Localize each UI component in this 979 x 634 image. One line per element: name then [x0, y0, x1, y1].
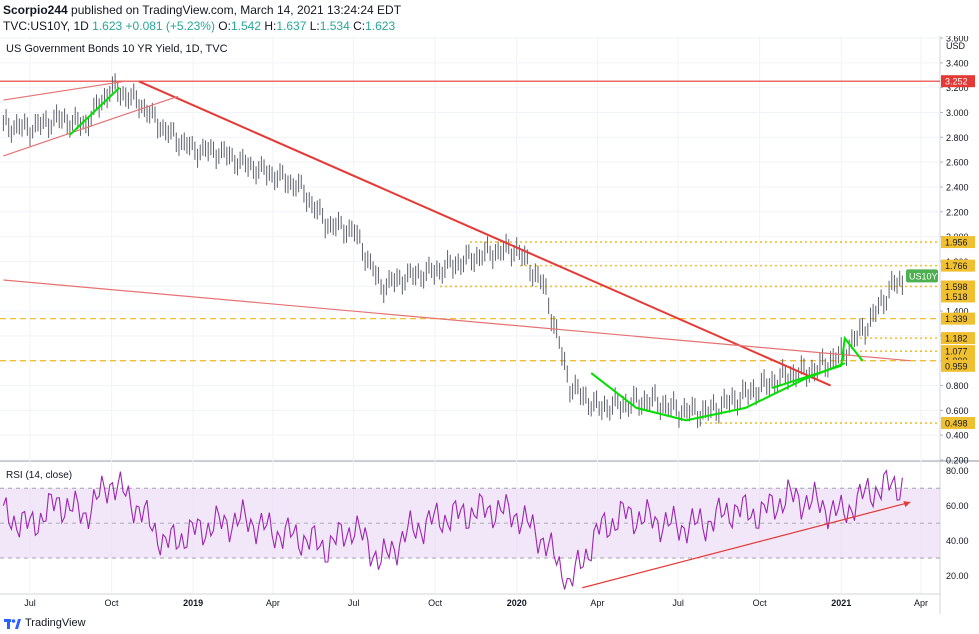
level-tag [941, 290, 975, 303]
x-tick-label: Jul [348, 598, 360, 608]
last-value: 1.623 [92, 19, 123, 33]
level-tag-label: 0.959 [945, 361, 968, 371]
y-tick-label: 2.400 [946, 182, 969, 192]
rsi-line [2, 469, 903, 590]
rsi-y-tick-label: 80.00 [946, 466, 969, 476]
published-text: published on TradingView.com, March 14, … [71, 3, 402, 17]
chart-title: US Government Bonds 10 YR Yield, 1D, TVC [6, 43, 228, 55]
last-price-tag [906, 269, 938, 283]
tradingview-brand[interactable]: TradingView [25, 617, 86, 629]
trend-line [3, 95, 179, 157]
open-value: 1.542 [230, 19, 261, 33]
tradingview-logo-icon[interactable] [4, 617, 22, 631]
y-tick-label: 0.400 [946, 431, 969, 441]
level-tag-label: 1.598 [945, 282, 968, 292]
trend-line [3, 279, 911, 362]
rsi-y-tick-label: 40.00 [946, 536, 969, 546]
rsi-trend-line [582, 501, 911, 589]
y-tick-label: 0.600 [946, 406, 969, 416]
x-tick-label: 2019 [183, 598, 203, 608]
y-tick-label: 0.200 [946, 456, 969, 466]
level-tag-label: 1.956 [945, 238, 968, 248]
publish-info: Scorpio244 published on TradingView.com,… [3, 3, 401, 17]
y-tick-label: 3.000 [946, 108, 969, 118]
trend-line [3, 80, 125, 101]
level-tag-label: 1.339 [945, 314, 968, 324]
rsi-trend-arrow [903, 501, 911, 508]
x-tick-label: Apr [590, 598, 604, 608]
level-tag [941, 236, 975, 249]
close-value: 1.623 [365, 19, 396, 33]
x-tick-label: Oct [105, 598, 120, 608]
close-label: C: [353, 19, 366, 33]
level-tag [941, 312, 975, 325]
x-tick-label: Apr [266, 598, 280, 608]
level-tag-label: 1.766 [945, 261, 968, 271]
level-tag [941, 75, 975, 88]
low-value: 1.534 [319, 19, 350, 33]
level-tag [941, 417, 975, 430]
last-price-tag-label: US10Y [909, 271, 938, 281]
green-pattern [69, 86, 121, 136]
x-tick-label: 2021 [831, 598, 851, 608]
rsi-y-tick-label: 60.00 [946, 501, 969, 511]
x-tick-label: Apr [914, 598, 928, 608]
x-tick-label: Oct [428, 598, 443, 608]
level-tag-label: 0.498 [945, 419, 968, 429]
y-tick-label: 3.600 [946, 36, 969, 44]
chart-canvas[interactable]: 3.600 3.400 3.200 3.000 2.800 2.600 2.400 2.200… [0, 36, 979, 614]
level-tag [941, 345, 975, 358]
y-tick-label: 3.400 [946, 58, 969, 68]
level-tag-label: 1.182 [945, 334, 968, 344]
y-tick-label: 1.400 [946, 307, 969, 317]
y-tick-label: 3.200 [946, 83, 969, 93]
chart-header: Scorpio244 published on TradingView.com,… [0, 0, 979, 36]
level-tag [941, 280, 975, 293]
y-tick-label: 2.800 [946, 133, 969, 143]
rsi-title: RSI (14, close) [6, 470, 72, 481]
green-pattern [590, 362, 846, 422]
y-tick-label: 0.800 [946, 381, 969, 391]
ohlc-legend: TVC:US10Y, 1D 1.623 +0.081 (+5.23%) O:1.… [3, 19, 395, 33]
level-tag [941, 359, 975, 372]
trend-line [138, 80, 831, 387]
x-tick-label: Oct [753, 598, 768, 608]
low-label: L: [309, 19, 320, 33]
rsi-y-tick-label: 20.00 [946, 571, 969, 581]
x-tick-label: Jul [672, 598, 684, 608]
open-label: O: [218, 19, 231, 33]
y-tick-label: 2.200 [946, 207, 969, 217]
change-value: +0.081 (+5.23%) [125, 19, 215, 33]
author-name[interactable]: Scorpio244 [3, 3, 68, 17]
y-tick-label: 2.600 [946, 158, 969, 168]
symbol-label[interactable]: TVC:US10Y, 1D [3, 19, 89, 33]
level-tag-label: 1.518 [945, 292, 968, 302]
level-tag [941, 332, 975, 345]
level-tag-label: 3.252 [945, 77, 968, 87]
footer: TradingView [0, 614, 979, 634]
level-tag [941, 259, 975, 272]
level-tag-label: 1.077 [945, 347, 968, 357]
high-label: H: [264, 19, 277, 33]
green-pattern [771, 335, 864, 389]
currency-label: USD [946, 41, 966, 51]
x-tick-label: Jul [24, 598, 36, 608]
x-tick-label: 2020 [507, 598, 527, 608]
high-value: 1.637 [276, 19, 307, 33]
